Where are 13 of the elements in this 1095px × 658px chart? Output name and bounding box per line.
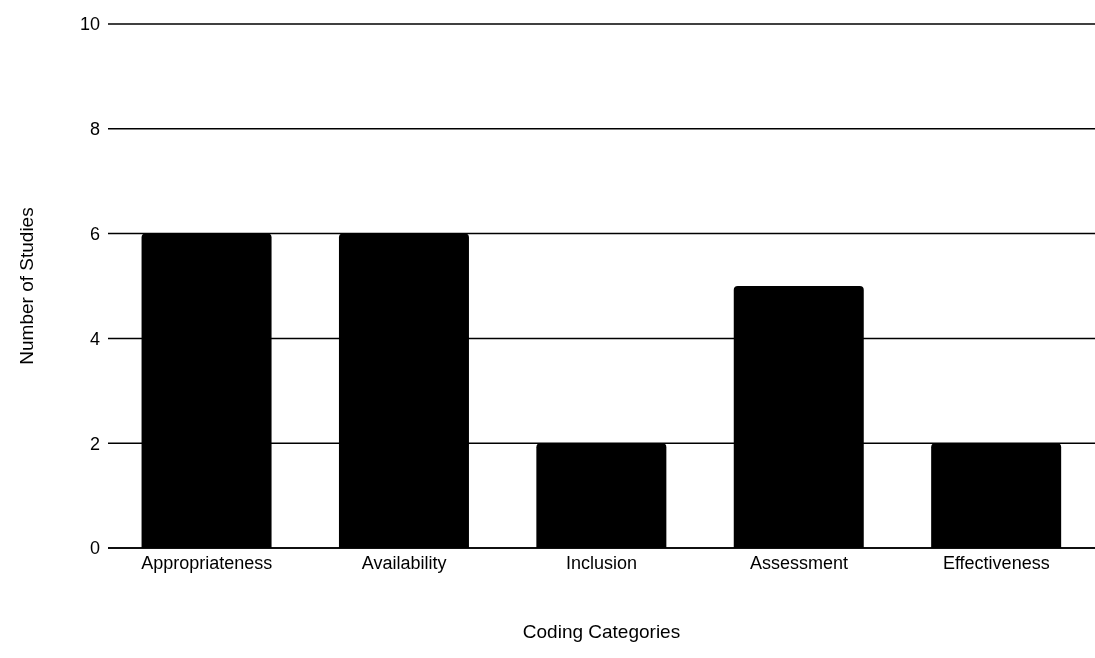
x-tick-label: Inclusion [565,552,638,573]
x-axis-title: Coding Categories [522,621,681,642]
y-tick-label: 4 [89,328,100,349]
y-tick-label: 10 [79,14,100,35]
y-axis-title: Number of Studies [15,207,37,365]
x-tick-label: Assessment [749,552,848,573]
y-tick-label: 2 [89,433,100,454]
y-tick-label: 6 [89,223,100,244]
x-tick-label: Appropriateness [141,552,273,573]
y-tick-label: 8 [89,119,100,140]
y-tick-label: 0 [89,538,100,559]
x-tick-label: Effectiveness [942,552,1050,573]
x-tick-label: Availability [361,552,447,573]
